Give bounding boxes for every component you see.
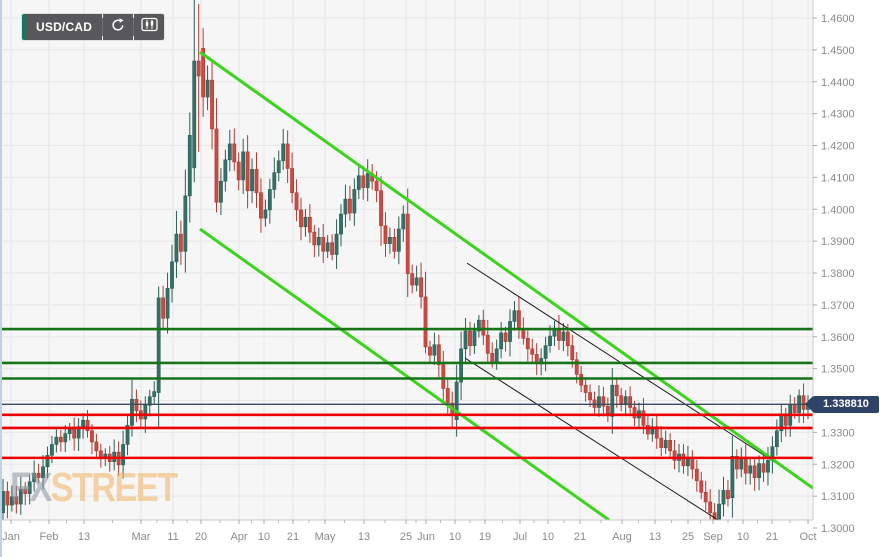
black-trendlines	[464, 262, 813, 520]
svg-text:May: May	[315, 531, 336, 543]
svg-text:1.3800: 1.3800	[821, 268, 855, 280]
svg-text:10: 10	[737, 531, 749, 543]
svg-text:1.3000: 1.3000	[821, 523, 855, 535]
svg-text:Oct: Oct	[799, 531, 816, 543]
svg-text:1.4400: 1.4400	[821, 77, 855, 89]
chart-toolbar: USD/CAD	[22, 14, 165, 40]
price-badge-arrow	[805, 395, 813, 412]
svg-text:1.4600: 1.4600	[821, 13, 855, 25]
chart-type-button[interactable]	[134, 14, 165, 40]
svg-text:11: 11	[167, 531, 178, 543]
refresh-icon	[110, 17, 126, 38]
support-resistance-lines	[0, 327, 813, 460]
svg-text:1.3200: 1.3200	[821, 459, 855, 471]
svg-text:1.4000: 1.4000	[821, 204, 855, 216]
svg-text:1.3700: 1.3700	[821, 300, 855, 312]
refresh-button[interactable]	[103, 14, 134, 40]
svg-text:10: 10	[542, 531, 554, 543]
svg-text:1.4500: 1.4500	[821, 45, 855, 57]
svg-text:1.3600: 1.3600	[821, 332, 855, 344]
current-price-badge: 1.338810	[805, 395, 879, 413]
svg-text:20: 20	[195, 531, 207, 543]
svg-text:21: 21	[766, 531, 778, 543]
svg-text:19: 19	[479, 531, 491, 543]
svg-text:1.3100: 1.3100	[821, 491, 855, 503]
svg-text:21: 21	[574, 531, 586, 543]
svg-text:25: 25	[682, 531, 694, 543]
x-axis-labels: Jan Feb 13 Mar 11 20 Apr 10 21 May 13 25 Jun 10 19 Jul 1…	[2, 520, 817, 543]
svg-text:1.3300: 1.3300	[821, 427, 855, 439]
svg-text:1.3500: 1.3500	[821, 364, 855, 376]
svg-text:13: 13	[358, 531, 370, 543]
svg-text:25: 25	[400, 531, 412, 543]
svg-text:1.4300: 1.4300	[821, 109, 855, 121]
svg-text:13: 13	[78, 531, 90, 543]
fxstreet-watermark: FXSTREET	[10, 464, 178, 511]
window-edge	[0, 0, 2, 557]
svg-text:Jun: Jun	[417, 531, 435, 543]
svg-text:10: 10	[449, 531, 461, 543]
svg-text:Aug: Aug	[612, 531, 632, 543]
pair-button[interactable]: USD/CAD	[26, 14, 103, 40]
svg-text:1.3900: 1.3900	[821, 236, 855, 248]
svg-text:1.4200: 1.4200	[821, 141, 855, 153]
svg-text:21: 21	[287, 531, 299, 543]
pair-label: USD/CAD	[36, 20, 93, 34]
svg-text:Sep: Sep	[703, 531, 723, 543]
y-axis-labels: 1.30001.31001.32001.33001.34001.35001.36…	[813, 13, 855, 535]
svg-text:Jan: Jan	[2, 531, 20, 543]
toolbar-divider	[102, 18, 104, 36]
pair-accent-bar	[22, 14, 26, 40]
svg-text:Apr: Apr	[230, 531, 247, 543]
svg-text:13: 13	[649, 531, 661, 543]
toolbar-divider	[133, 18, 135, 36]
candlestick-chart-icon	[140, 17, 158, 37]
watermark-street: STREET	[50, 464, 178, 510]
svg-text:1.4100: 1.4100	[821, 172, 855, 184]
watermark-fx: FX	[10, 464, 52, 510]
svg-text:Feb: Feb	[40, 531, 59, 543]
svg-text:Jul: Jul	[513, 531, 527, 543]
current-price-value: 1.338810	[823, 398, 869, 411]
svg-text:Mar: Mar	[132, 531, 151, 543]
svg-text:10: 10	[258, 531, 270, 543]
